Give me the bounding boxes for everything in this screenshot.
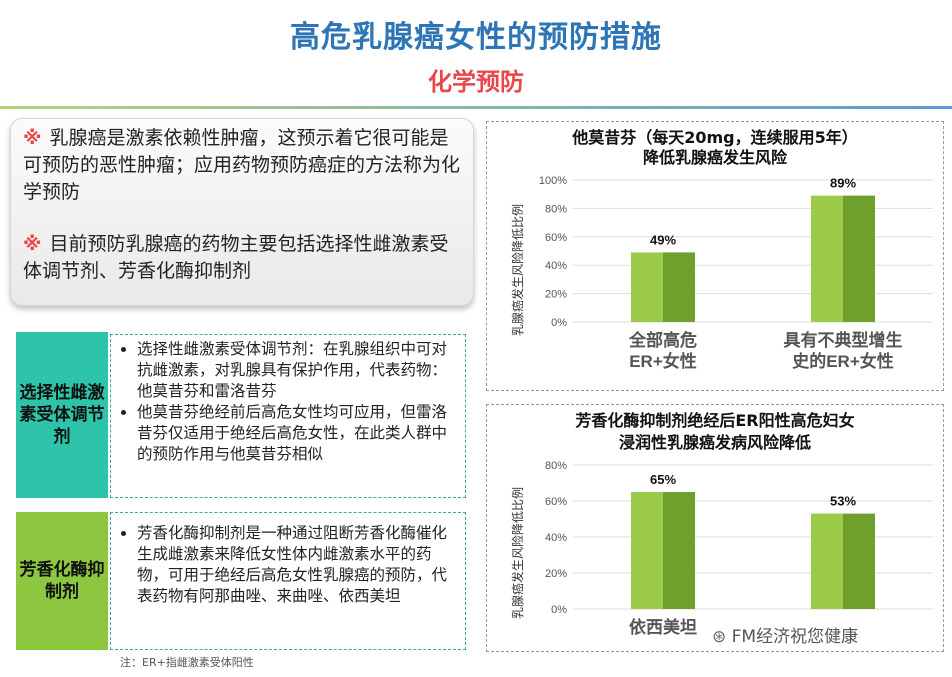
intro-item: ※ 目前预防乳腺癌的药物主要包括选择性雌激素受体调节剂、芳香化酶抑制剂 (23, 231, 463, 285)
y-tick-label: 0% (551, 317, 567, 329)
category-description-serm: 选择性雌激素受体调节剂：在乳腺组织中可对抗雌激素，对乳腺具有保护作用，代表药物：… (110, 334, 466, 498)
intro-box: ※ 乳腺癌是激素依赖性肿瘤，这预示着它很可能是可预防的恶性肿瘤；应用药物预防癌症的… (10, 118, 474, 306)
bar (631, 492, 695, 609)
bar (811, 513, 875, 609)
bar-chart-aromatase: 0% 20% 40% 60% 80% 65% 依西美坦 53% (545, 460, 933, 637)
category-label-ai: 芳香化酶抑制剂 (16, 512, 108, 650)
data-label: 89% (830, 176, 856, 191)
category-label-serm: 选择性雌激素受体调节剂 (16, 332, 108, 498)
title-divider (0, 106, 952, 109)
bar (811, 195, 875, 322)
chart-panel-tamoxifen: 他莫昔芬（每天20mg，连续服用5年） 降低乳腺癌发生风险 乳腺癌发生风险降低比… (486, 121, 944, 391)
page-subtitle: 化学预防 (428, 68, 524, 96)
chart-title: 他莫昔芬（每天20mg，连续服用5年） (572, 128, 858, 147)
y-tick-label: 100% (539, 175, 567, 187)
intro-item: ※ 乳腺癌是激素依赖性肿瘤，这预示着它很可能是可预防的恶性肿瘤；应用药物预防癌症的… (23, 125, 463, 206)
y-tick-label: 20% (545, 289, 567, 301)
x-tick-label: 依西美坦 (629, 617, 697, 637)
bar (631, 252, 695, 322)
chart-panel-aromatase: 芳香化酶抑制剂绝经后ER阳性高危妇女 浸润性乳腺癌发病风险降低 乳腺癌发生风险降… (486, 404, 944, 652)
watermark: ⊛ FM经济祝您健康 (712, 622, 858, 647)
category-bullet: 芳香化酶抑制剂是一种通过阻断芳香化酶催化生成雌激素来降低女性体内雌激素水平的药物… (137, 523, 457, 607)
chart-title: 芳香化酶抑制剂绝经后ER阳性高危妇女 (575, 411, 855, 430)
bar-face-left (811, 513, 843, 609)
y-tick-label: 0% (551, 604, 567, 616)
y-tick-label: 80% (545, 460, 567, 472)
footnote: 注：ER+指雌激素受体阳性 (120, 656, 254, 669)
bullet-mark: ※ (23, 233, 42, 255)
bar-face-right (843, 195, 875, 322)
watermark-text: FM经济祝您健康 (731, 627, 859, 647)
chart-subtitle: 浸润性乳腺癌发病风险降低 (618, 433, 811, 452)
bar-face-left (631, 252, 663, 322)
x-tick-label: 史的ER+女性 (792, 351, 894, 371)
y-tick-label: 40% (545, 532, 567, 544)
intro-text: 乳腺癌是激素依赖性肿瘤，这预示着它很可能是可预防的恶性肿瘤；应用药物预防癌症的方… (23, 127, 461, 203)
page-title: 高危乳腺癌女性的预防措施 (290, 20, 662, 55)
intro-text: 目前预防乳腺癌的药物主要包括选择性雌激素受体调节剂、芳香化酶抑制剂 (23, 233, 449, 282)
bar-face-right (663, 492, 695, 609)
bar-face-left (811, 195, 843, 322)
y-tick-label: 40% (545, 260, 567, 272)
x-tick-label: 具有不典型增生 (783, 330, 903, 350)
category-bullet: 选择性雌激素受体调节剂：在乳腺组织中可对抗雌激素，对乳腺具有保护作用，代表药物：… (137, 339, 457, 402)
category-description-ai: 芳香化酶抑制剂是一种通过阻断芳香化酶催化生成雌激素来降低女性体内雌激素水平的药物… (110, 512, 466, 650)
data-label: 49% (650, 232, 676, 247)
bullet-mark: ※ (23, 127, 42, 149)
data-label: 53% (830, 494, 856, 509)
bar-face-right (663, 252, 695, 322)
y-tick-label: 60% (545, 232, 567, 244)
bar-face-left (631, 492, 663, 609)
y-tick-label: 80% (545, 203, 567, 215)
wechat-icon: ⊛ (712, 627, 732, 647)
data-label: 65% (650, 472, 676, 487)
x-tick-label: 全部高危 (628, 330, 697, 350)
category-bullet: 他莫昔芬绝经前后高危女性均可应用，但雷洛昔芬仅适用于绝经后高危女性，在此类人群中… (137, 402, 457, 465)
chart-subtitle: 降低乳腺癌发生风险 (642, 148, 787, 167)
y-tick-label: 20% (545, 568, 567, 580)
bar-face-right (843, 513, 875, 609)
x-tick-label: ER+女性 (629, 351, 697, 371)
y-tick-label: 60% (545, 496, 567, 508)
